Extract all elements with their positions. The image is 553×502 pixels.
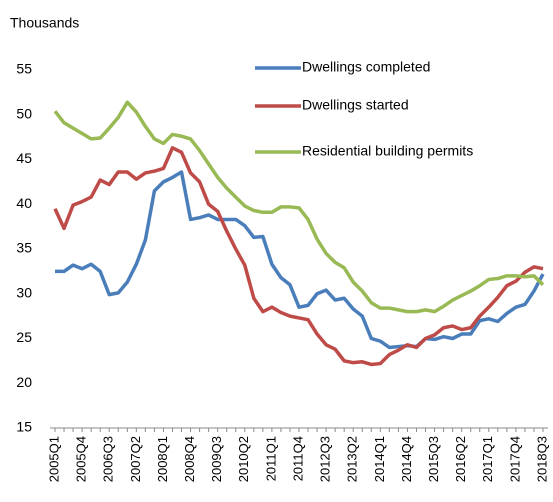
x-tick-label: 2010Q2 — [236, 436, 251, 482]
y-tick-label: 35 — [16, 240, 32, 256]
y-tick-label: 25 — [16, 329, 32, 345]
x-tick-label: 2017Q1 — [480, 436, 495, 482]
legend-label: Dwellings completed — [302, 59, 430, 75]
x-tick-label: 2006Q3 — [101, 436, 116, 482]
data-line — [53, 146, 544, 367]
x-tick-label: 2014Q4 — [399, 436, 414, 482]
legend-label: Dwellings started — [302, 97, 409, 113]
x-tick-label: 2016Q2 — [453, 436, 468, 482]
y-tick-label: 15 — [16, 419, 32, 435]
x-tick-label: 2009Q3 — [209, 436, 224, 482]
x-tick-label: 2011Q1 — [263, 436, 278, 481]
y-tick-label: 30 — [16, 284, 32, 300]
y-tick-label: 55 — [16, 61, 32, 77]
x-tick-label: 2013Q2 — [345, 436, 360, 482]
x-tick-label: 2005Q1 — [46, 436, 61, 482]
x-tick-label: 2011Q4 — [290, 436, 305, 481]
y-tick-label: 40 — [16, 195, 32, 211]
y-tick-label: 50 — [16, 105, 32, 121]
x-tick-label: 2018Q3 — [534, 436, 549, 482]
data-line — [55, 170, 545, 350]
y-tick-label: 20 — [16, 374, 32, 390]
x-tick-label: 2008Q1 — [155, 436, 170, 482]
x-tick-label: 2015Q3 — [426, 436, 441, 482]
x-tick-label: 2014Q1 — [372, 436, 387, 482]
x-tick-label: 2012Q3 — [318, 436, 333, 482]
x-tick-label: 2007Q2 — [128, 436, 143, 482]
y-axis-label: Thousands — [10, 15, 79, 31]
x-tick-label: 2005Q4 — [74, 436, 89, 482]
x-tick-label: 2008Q4 — [182, 436, 197, 482]
legend-label: Residential building permits — [302, 143, 473, 159]
data-line — [53, 100, 545, 314]
x-tick-label: 2017Q4 — [507, 436, 522, 482]
y-tick-label: 45 — [16, 150, 32, 166]
